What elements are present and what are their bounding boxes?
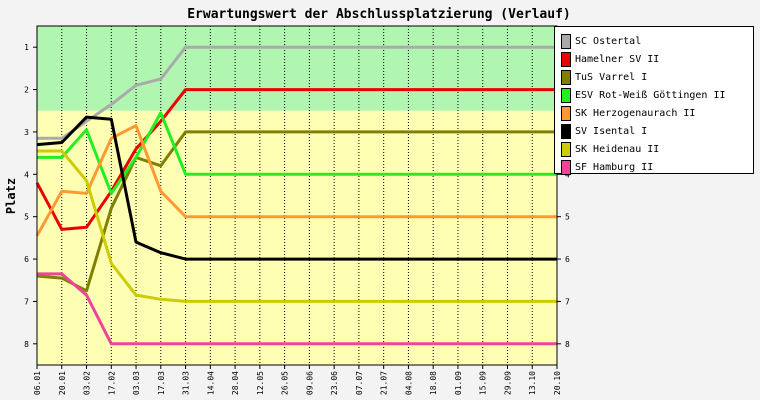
legend-swatch <box>561 123 571 139</box>
legend-label: SV Isental I <box>575 125 648 137</box>
x-tick-label: 03.03 <box>132 371 141 395</box>
y-tick-label-right: 4 <box>565 170 570 179</box>
y-axis-label: Platz <box>4 178 18 214</box>
legend-label: SK Heidenau II <box>575 143 660 155</box>
x-tick-label: 07.07 <box>355 371 364 395</box>
legend-item: SK Herzogenaurach II <box>561 104 753 122</box>
legend-swatch <box>561 141 571 157</box>
x-tick-label: 18.08 <box>429 371 438 395</box>
x-tick-label: 06.01 <box>33 371 42 395</box>
legend-swatch <box>561 51 571 67</box>
legend-item: SV Isental I <box>561 122 753 140</box>
y-tick-label-left: 2 <box>24 86 29 95</box>
series-line-7 <box>37 149 557 303</box>
y-tick-label-left: 7 <box>24 297 29 306</box>
x-tick-label: 20.01 <box>58 371 67 395</box>
y-tick-label-left: 4 <box>24 170 29 179</box>
x-tick-label: 26.05 <box>281 371 290 395</box>
y-tick-label-left: 1 <box>24 43 29 52</box>
y-tick-label-left: 6 <box>24 255 29 264</box>
x-tick-label: 21.07 <box>380 371 389 395</box>
band-2 <box>37 110 557 365</box>
legend-label: Hamelner SV II <box>575 53 660 65</box>
x-tick-label: 23.06 <box>330 371 339 395</box>
y-tick-label-right: 7 <box>565 297 570 306</box>
legend-swatch <box>561 33 571 49</box>
x-tick-label: 13.10 <box>528 371 537 395</box>
x-tick-label: 20.10 <box>553 371 562 395</box>
legend-item: TuS Varrel I <box>561 68 753 86</box>
x-tick-label: 28.04 <box>231 371 240 395</box>
y-tick-label-left: 8 <box>24 340 29 349</box>
legend-item: Hamelner SV II <box>561 50 753 68</box>
series-line-5 <box>35 124 557 237</box>
legend-swatch <box>561 69 571 85</box>
legend-swatch <box>561 87 571 103</box>
series-line-1 <box>37 45 557 140</box>
series-line-2 <box>35 88 557 231</box>
x-tick-label: 17.02 <box>107 371 116 395</box>
legend: SC Ostertal Hamelner SV II TuS Varrel I ESV… <box>554 26 754 176</box>
y-tick-label-right: 6 <box>565 255 570 264</box>
legend-item: ESV Rot-Weiß Göttingen II <box>561 86 753 104</box>
chart-title: Erwartungswert der Abschlussplatzierung … <box>187 7 571 22</box>
legend-label: SC Ostertal <box>575 35 642 47</box>
legend-label: SK Herzogenaurach II <box>575 107 696 119</box>
y-tick-label-left: 5 <box>24 213 29 222</box>
series-line-6 <box>36 115 557 261</box>
x-tick-label: 12.05 <box>256 371 265 395</box>
legend-item: SC Ostertal <box>561 32 753 50</box>
x-tick-label: 03.02 <box>83 371 92 395</box>
x-tick-label: 01.09 <box>454 371 463 395</box>
legend-label: TuS Varrel I <box>575 71 648 83</box>
x-tick-label: 09.06 <box>305 371 314 395</box>
x-tick-label: 17.03 <box>157 371 166 395</box>
y-tick-label-left: 3 <box>24 128 29 137</box>
legend-swatch <box>561 105 571 121</box>
legend-item: SK Heidenau II <box>561 140 753 158</box>
x-tick-label: 04.08 <box>404 371 413 395</box>
series-line-8 <box>37 272 557 346</box>
legend-label: ESV Rot-Weiß Göttingen II <box>575 89 726 101</box>
x-tick-label: 31.03 <box>182 371 191 395</box>
plot-frame <box>36 25 558 366</box>
legend-swatch <box>561 159 571 175</box>
y-tick-label-right: 8 <box>565 340 570 349</box>
y-tick-label-right: 5 <box>565 213 570 222</box>
x-tick-label: 15.09 <box>479 371 488 395</box>
band-1 <box>37 26 557 111</box>
legend-item: SF Hamburg II <box>561 158 753 176</box>
legend-label: SF Hamburg II <box>575 161 654 173</box>
x-tick-label: 14.04 <box>206 371 215 395</box>
x-tick-label: 29.09 <box>503 371 512 395</box>
